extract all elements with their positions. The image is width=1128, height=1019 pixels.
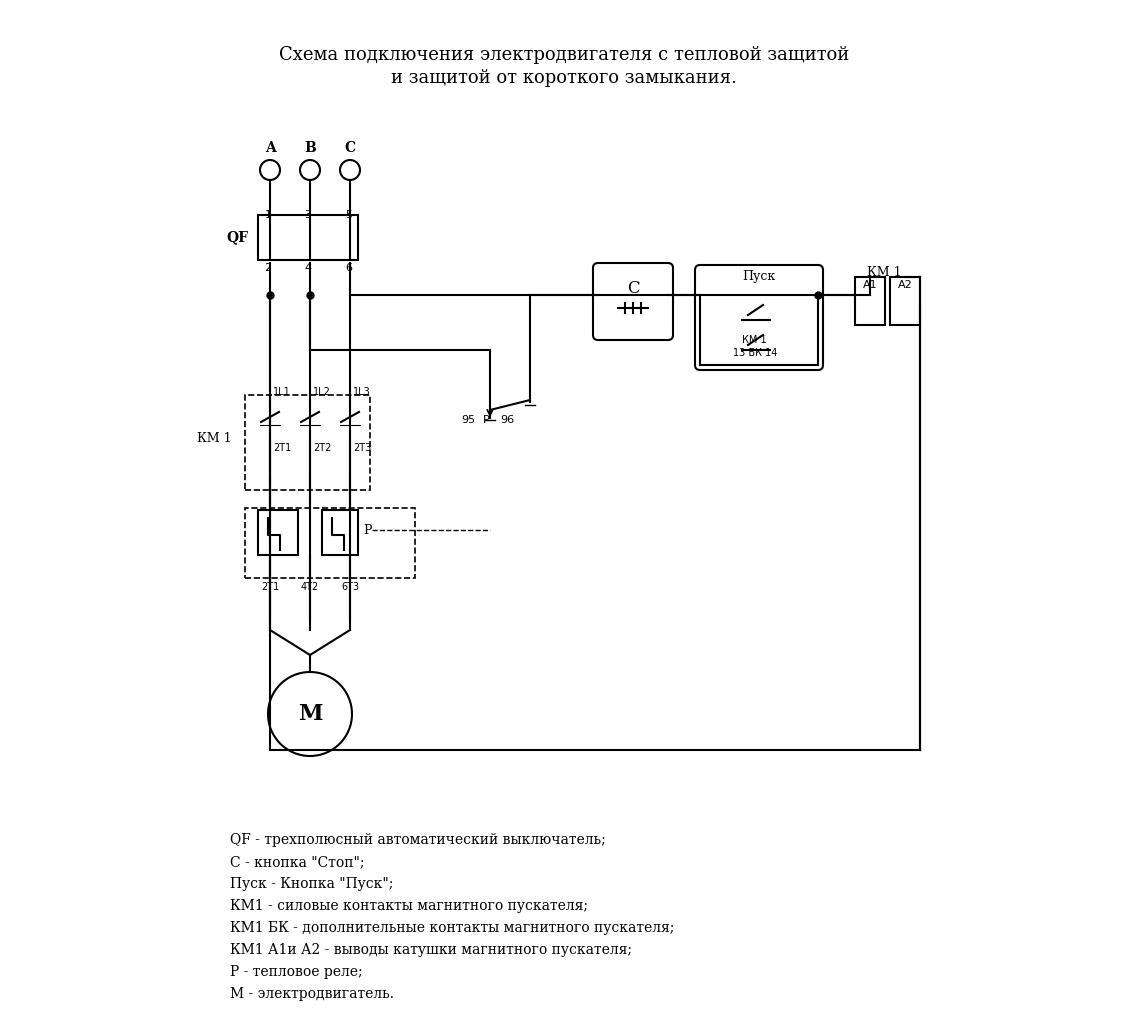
Text: 13 БК 14: 13 БК 14 xyxy=(733,348,777,358)
Text: 1L1: 1L1 xyxy=(273,387,291,397)
Text: 2T2: 2T2 xyxy=(312,443,332,453)
Text: 1: 1 xyxy=(264,210,272,220)
Text: 2T1: 2T1 xyxy=(273,443,291,453)
Text: A: A xyxy=(265,141,275,155)
Text: C: C xyxy=(344,141,355,155)
Text: и защитой от короткого замыкания.: и защитой от короткого замыкания. xyxy=(391,69,737,87)
Text: 6: 6 xyxy=(345,263,352,273)
Bar xyxy=(855,277,885,325)
Text: 1L2: 1L2 xyxy=(312,387,331,397)
Text: 1L3: 1L3 xyxy=(353,387,371,397)
Text: КМ1 БК - дополнительные контакты магнитного пускателя;: КМ1 БК - дополнительные контакты магнитн… xyxy=(230,921,675,935)
Text: КМ1 - силовые контакты магнитного пускателя;: КМ1 - силовые контакты магнитного пускат… xyxy=(230,899,588,913)
Bar xyxy=(890,277,920,325)
Text: КМ1 А1и А2 - выводы катушки магнитного пускателя;: КМ1 А1и А2 - выводы катушки магнитного п… xyxy=(230,943,632,957)
Text: 96: 96 xyxy=(500,415,514,425)
Bar xyxy=(321,510,358,555)
Text: 4T2: 4T2 xyxy=(301,582,319,592)
Text: 95: 95 xyxy=(461,415,475,425)
Text: Р: Р xyxy=(363,524,371,536)
Text: A2: A2 xyxy=(898,280,913,290)
Text: КМ 1: КМ 1 xyxy=(197,431,232,444)
Text: КМ 1: КМ 1 xyxy=(742,335,767,345)
Text: QF - трехполюсный автоматический выключатель;: QF - трехполюсный автоматический выключа… xyxy=(230,833,606,847)
Text: 4: 4 xyxy=(305,263,311,273)
Text: Р - тепловое реле;: Р - тепловое реле; xyxy=(230,965,362,979)
Text: A1: A1 xyxy=(863,280,878,290)
Text: Схема подключения электродвигателя с тепловой защитой: Схема подключения электродвигателя с теп… xyxy=(279,46,849,64)
Text: М - электродвигатель.: М - электродвигатель. xyxy=(230,987,394,1001)
Text: 3: 3 xyxy=(305,210,311,220)
Text: Пуск - Кнопка "Пуск";: Пуск - Кнопка "Пуск"; xyxy=(230,877,394,891)
Text: 6T3: 6T3 xyxy=(341,582,359,592)
Text: С - кнопка "Стоп";: С - кнопка "Стоп"; xyxy=(230,855,364,869)
Bar xyxy=(258,510,298,555)
Text: М: М xyxy=(298,703,323,725)
Text: QF: QF xyxy=(226,230,248,244)
Bar xyxy=(258,215,358,260)
Text: 5: 5 xyxy=(345,210,352,220)
Text: Р: Р xyxy=(483,415,490,425)
Text: С: С xyxy=(627,279,640,297)
Text: 2T3: 2T3 xyxy=(353,443,371,453)
Text: Пуск: Пуск xyxy=(742,269,776,282)
Text: 2T1: 2T1 xyxy=(261,582,279,592)
Text: 2: 2 xyxy=(264,263,272,273)
Text: КМ 1: КМ 1 xyxy=(866,266,901,278)
Text: B: B xyxy=(305,141,316,155)
